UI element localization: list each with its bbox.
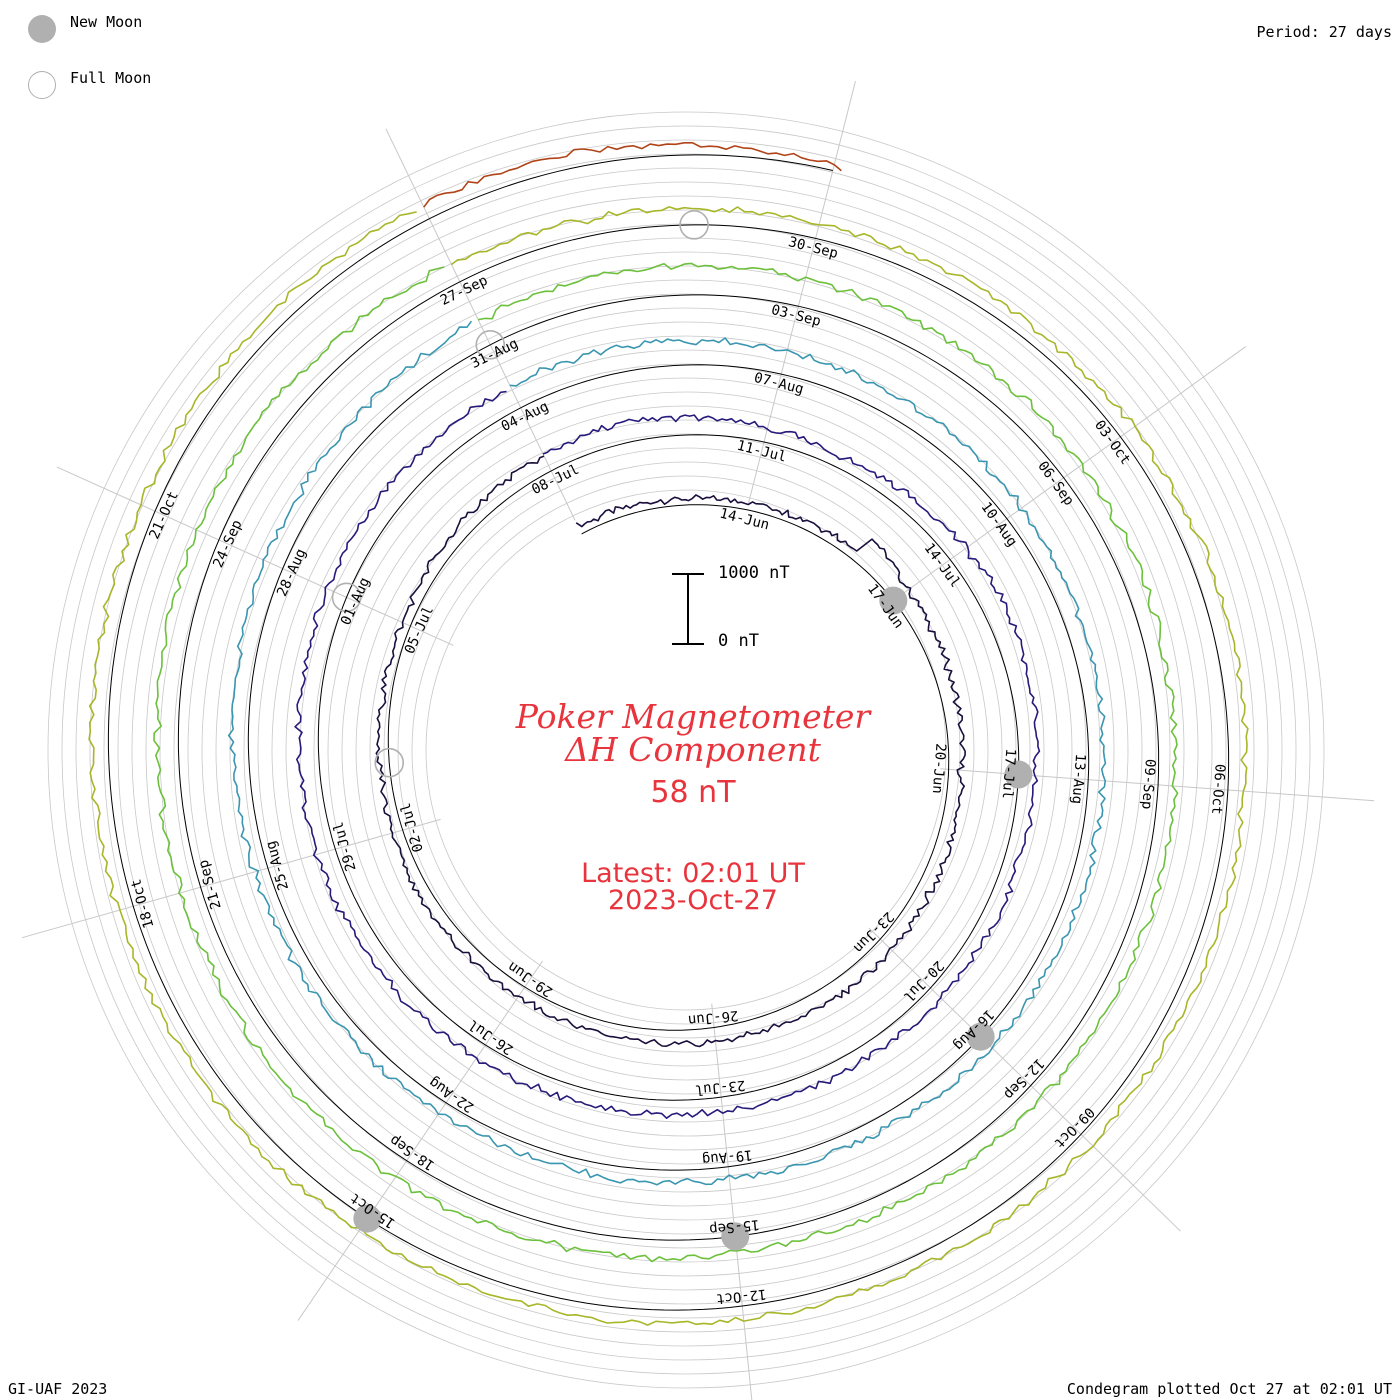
trace-turn (375, 455, 966, 1048)
grid-circle (271, 335, 1101, 1165)
grid-circle (411, 475, 961, 1025)
grid-circle (229, 293, 1143, 1207)
date-label: 12-Oct (715, 1286, 767, 1307)
grid-circle (327, 391, 1045, 1109)
full-moon-marker (475, 329, 506, 360)
grid-circle (89, 153, 1283, 1347)
plotted-timestamp: Condegram plotted Oct 27 at 02:01 UT (1066, 1380, 1392, 1398)
new-moon-marker (353, 1204, 382, 1233)
baseline-turn (247, 344, 1090, 1171)
new-moon-legend-label: New Moon (70, 13, 143, 31)
day-spoke (892, 346, 1247, 602)
credit-label: GI-UAF 2023 (8, 1380, 108, 1398)
trace-turn (88, 206, 1249, 1326)
day-spoke (385, 128, 576, 521)
date-label: 14-Jul (921, 540, 964, 590)
grid-circle (257, 321, 1115, 1179)
grid-circle (47, 111, 1325, 1389)
grid-circle (117, 181, 1255, 1319)
grid-circle (425, 489, 947, 1011)
grid-circle (103, 167, 1269, 1333)
baseline-turn (107, 218, 1230, 1311)
day-spoke (868, 927, 1181, 1232)
baseline-turn (177, 281, 1160, 1241)
chart-title: Poker Magnetometer (515, 697, 871, 736)
full-moon-marker (679, 210, 709, 240)
baseline-turn (317, 407, 1020, 1101)
new-moon-marker (1004, 760, 1033, 789)
baseline-circles (107, 154, 1230, 1311)
current-value: 58 nT (650, 775, 736, 810)
date-label: 20-Jun (929, 743, 949, 795)
trace-turn (294, 390, 1041, 1119)
day-spoke (21, 818, 441, 939)
full-moon-legend-icon (28, 71, 56, 99)
day-spokes (21, 81, 1375, 1400)
new-moon-marker (879, 586, 908, 615)
radial-grid (47, 111, 1325, 1389)
grid-circle (187, 251, 1185, 1249)
day-spoke (748, 81, 856, 503)
grid-circle (355, 419, 1017, 1081)
grid-circle (61, 125, 1311, 1375)
date-labels: 14-Jun17-Jun20-Jun23-Jun26-Jun29-Jun02-J… (128, 234, 1227, 1306)
trace-turn (153, 262, 1179, 1263)
grid-circle (397, 461, 975, 1039)
date-label: 26-Jun (687, 1007, 739, 1028)
day-spoke (297, 960, 544, 1321)
day-spoke (711, 1003, 753, 1400)
grid-circle (313, 377, 1059, 1123)
date-label: 21-Oct (146, 489, 181, 542)
date-label: 10-Aug (977, 499, 1020, 549)
date-label: 04-Aug (499, 399, 552, 435)
date-label: 24-Sep (210, 518, 245, 571)
new-moon-marker (966, 1022, 995, 1051)
trace-turn (423, 142, 842, 208)
moon-markers (331, 210, 1033, 1251)
grid-circle (173, 237, 1199, 1263)
scale-bar (672, 573, 704, 645)
grid-circle (131, 195, 1241, 1305)
data-trace (88, 142, 1249, 1326)
full-moon-marker (374, 747, 405, 778)
date-label: 15-Sep (708, 1216, 760, 1237)
baseline-turn (387, 470, 950, 1031)
latest-time: Latest: 02:01 UT (581, 858, 805, 889)
trace-turn (227, 320, 1107, 1186)
date-label: 03-Oct (1091, 417, 1134, 467)
date-label: 27-Sep (438, 273, 491, 309)
grid-circle (369, 433, 1003, 1067)
grid-circle (145, 209, 1227, 1291)
grid-circle (201, 265, 1171, 1235)
grid-circle (243, 307, 1129, 1193)
date-label: 17-Jul (999, 748, 1019, 800)
grid-circle (341, 405, 1031, 1095)
date-label: 13-Aug (1068, 753, 1088, 805)
full-moon-marker (331, 582, 362, 613)
grid-circle (215, 279, 1157, 1221)
date-label: 06-Sep (1034, 458, 1077, 508)
latest-date: 2023-Oct-27 (608, 885, 778, 916)
new-moon-legend-icon (28, 15, 56, 43)
grid-circle (75, 139, 1297, 1361)
new-moon-marker (721, 1222, 750, 1251)
grid-circle (285, 349, 1087, 1151)
date-label: 28-Aug (274, 546, 309, 599)
date-label: 19-Aug (701, 1146, 753, 1167)
day-spoke (56, 466, 454, 646)
baseline-turn (429, 154, 833, 220)
full-moon-legend-label: Full Moon (70, 69, 152, 87)
date-label: 06-Oct (1208, 763, 1228, 815)
grid-circle (159, 223, 1213, 1277)
date-label: 08-Jul (529, 462, 582, 498)
date-label: 09-Sep (1138, 758, 1158, 810)
period-label: Period: 27 days (1256, 23, 1392, 41)
chart-subtitle: ΔH Component (565, 730, 821, 769)
date-label: 23-Jul (694, 1077, 746, 1098)
scale-bottom-label: 0 nT (718, 631, 759, 651)
scale-top-label: 1000 nT (718, 563, 790, 583)
